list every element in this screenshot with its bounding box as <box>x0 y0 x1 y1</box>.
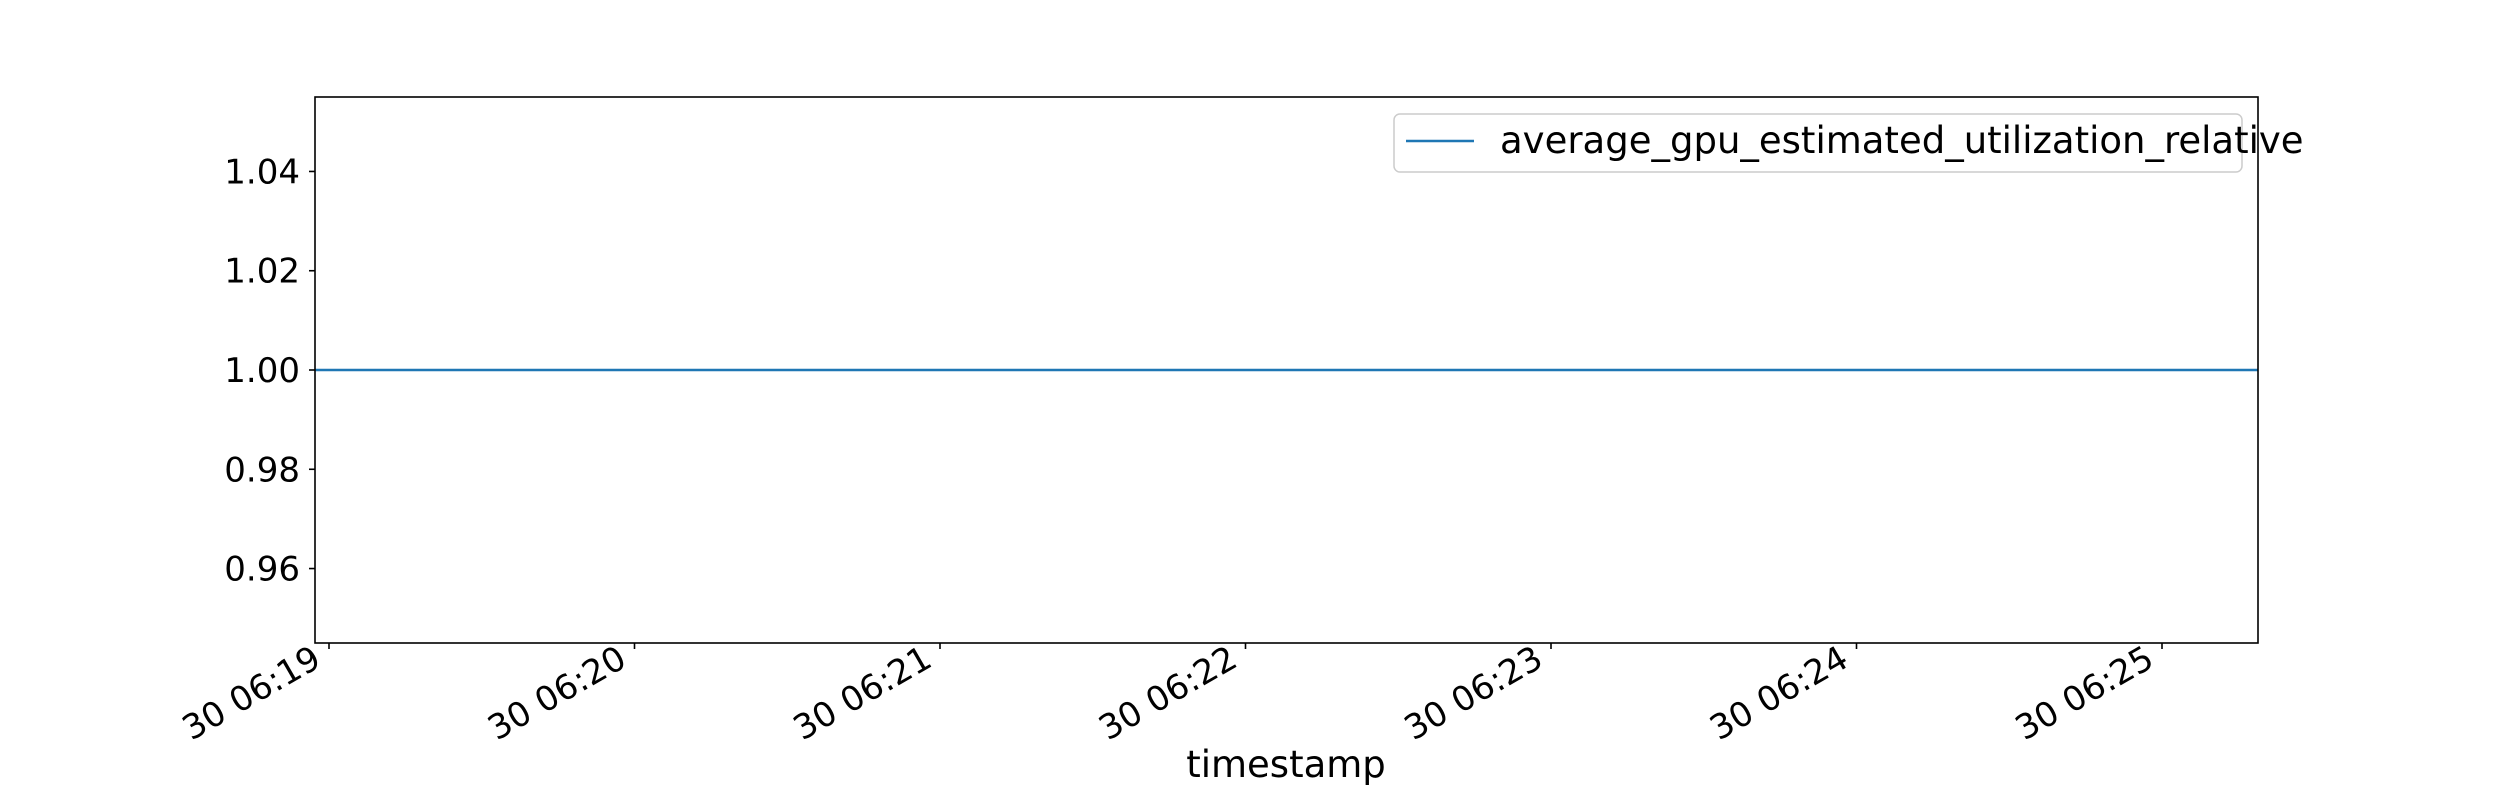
y-tick-label: 1.00 <box>224 351 300 391</box>
x-tick-label: 30 06:20 <box>481 638 633 749</box>
x-axis-ticks: 30 06:19 30 06:20 30 06:21 30 06:22 30 06:23… <box>176 638 2163 749</box>
plot-area-frame <box>314 96 2259 644</box>
y-axis-ticks: 0.96 0.98 1.00 1.02 1.04 <box>224 152 315 590</box>
x-tick-label: 30 06:24 <box>1703 638 1855 749</box>
legend: average_gpu_estimated_utilization_relati… <box>1393 113 2304 173</box>
x-tick-label: 30 06:23 <box>1398 638 1550 749</box>
y-tick-label: 1.02 <box>224 252 300 292</box>
x-tick-label: 30 06:22 <box>1092 638 1244 749</box>
y-tick-label: 1.04 <box>224 152 300 192</box>
y-tick-label: 0.96 <box>224 550 300 590</box>
x-tick-label: 30 06:21 <box>787 638 939 749</box>
legend-series-label: average_gpu_estimated_utilization_relati… <box>1500 119 2304 162</box>
legend-box <box>1393 113 2243 173</box>
x-tick-label: 30 06:25 <box>2009 638 2161 749</box>
y-tick-label: 0.98 <box>224 450 300 490</box>
x-axis-title: timestamp <box>1186 743 1386 786</box>
x-tick-label: 30 06:19 <box>176 638 328 749</box>
